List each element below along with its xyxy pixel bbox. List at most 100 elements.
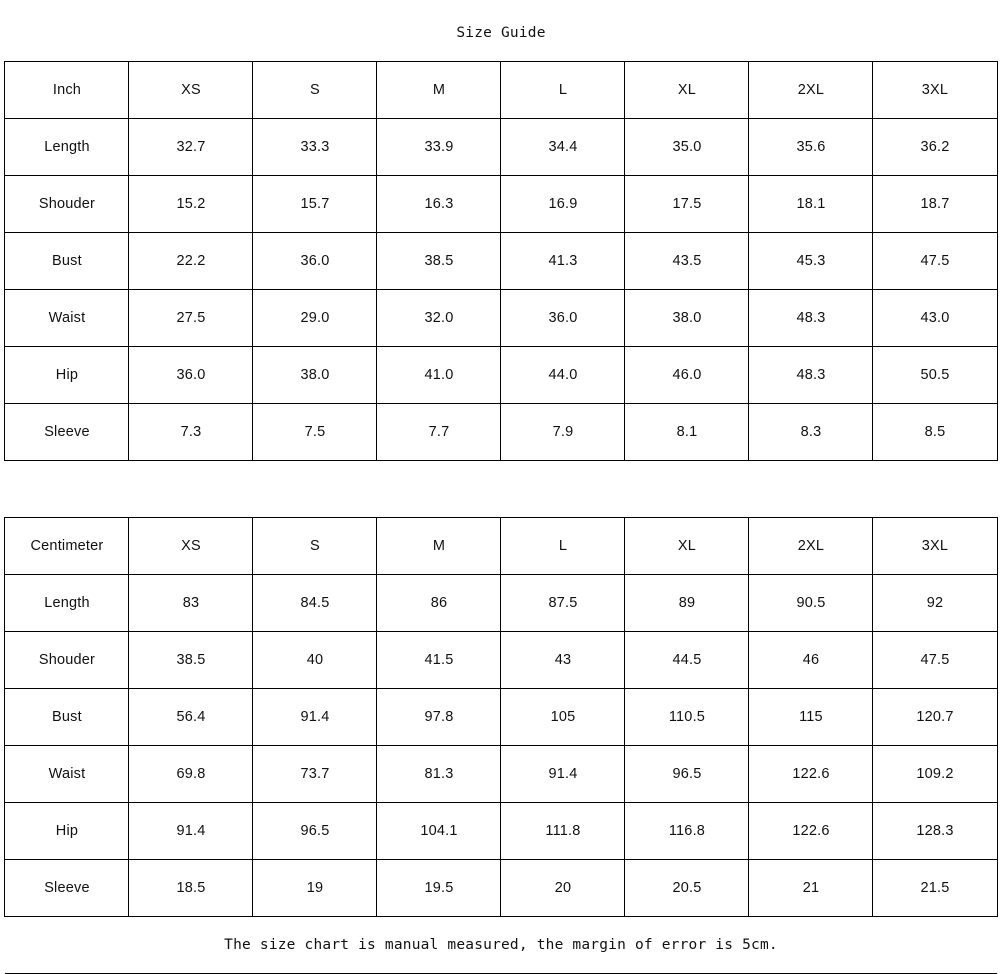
row-label-waist: Waist	[4, 745, 130, 803]
row-label-length: Length	[4, 118, 130, 176]
table-row: Bust 56.4 91.4 97.8 105 110.5 115 120.7	[4, 688, 998, 746]
size-guide-body: Size Guide Inch XS S M L XL 2XL 3XL Length 32.7 33…	[4, 5, 998, 974]
cell-hip-xs: 91.4	[128, 802, 254, 860]
row-label-bust: Bust	[4, 688, 130, 746]
cell-shouder-2xl: 18.1	[748, 175, 874, 233]
cell-shouder-xs: 15.2	[128, 175, 254, 233]
cell-bust-m: 97.8	[376, 688, 502, 746]
cell-shouder-3xl: 47.5	[872, 631, 998, 689]
cell-waist-s: 29.0	[252, 289, 378, 347]
cell-shouder-s: 40	[252, 631, 378, 689]
cell-sleeve-xs: 7.3	[128, 403, 254, 461]
table-row: Length 32.7 33.3 33.9 34.4 35.0 35.6 36.2	[4, 118, 998, 176]
cell-waist-xl: 38.0	[624, 289, 750, 347]
row-label-waist: Waist	[4, 289, 130, 347]
size-header-xl: XL	[624, 517, 750, 575]
cell-hip-l: 111.8	[500, 802, 626, 860]
cell-length-2xl: 90.5	[748, 574, 874, 632]
size-header-2xl: 2XL	[748, 517, 874, 575]
table-row: Sleeve 7.3 7.5 7.7 7.9 8.1 8.3 8.5	[4, 403, 998, 461]
size-guide-table: Size Guide Inch XS S M L XL 2XL 3XL Length 32.7 33…	[4, 5, 998, 974]
cell-shouder-s: 15.7	[252, 175, 378, 233]
table-row: Hip 36.0 38.0 41.0 44.0 46.0 48.3 50.5	[4, 346, 998, 404]
cell-length-m: 86	[376, 574, 502, 632]
table-row: Shouder 15.2 15.7 16.3 16.9 17.5 18.1 18.7	[4, 175, 998, 233]
title-row: Size Guide	[4, 5, 998, 62]
footer-note: The size chart is manual measured, the m…	[4, 916, 998, 974]
cell-length-3xl: 36.2	[872, 118, 998, 176]
cell-sleeve-2xl: 21	[748, 859, 874, 917]
cell-sleeve-m: 7.7	[376, 403, 502, 461]
cell-shouder-m: 16.3	[376, 175, 502, 233]
table-spacer-cell	[4, 460, 998, 518]
row-label-sleeve: Sleeve	[4, 859, 130, 917]
cell-bust-s: 91.4	[252, 688, 378, 746]
cell-bust-3xl: 47.5	[872, 232, 998, 290]
cell-waist-l: 36.0	[500, 289, 626, 347]
cell-hip-xl: 46.0	[624, 346, 750, 404]
cell-hip-xs: 36.0	[128, 346, 254, 404]
row-label-hip: Hip	[4, 802, 130, 860]
cell-bust-xl: 43.5	[624, 232, 750, 290]
size-header-l: L	[500, 61, 626, 119]
cell-sleeve-l: 20	[500, 859, 626, 917]
cell-waist-3xl: 43.0	[872, 289, 998, 347]
cell-length-xs: 32.7	[128, 118, 254, 176]
size-header-m: M	[376, 517, 502, 575]
row-label-hip: Hip	[4, 346, 130, 404]
row-label-sleeve: Sleeve	[4, 403, 130, 461]
cell-bust-3xl: 120.7	[872, 688, 998, 746]
cell-length-xs: 83	[128, 574, 254, 632]
table-row: Sleeve 18.5 19 19.5 20 20.5 21 21.5	[4, 859, 998, 917]
cell-length-l: 87.5	[500, 574, 626, 632]
cell-hip-3xl: 128.3	[872, 802, 998, 860]
cell-length-3xl: 92	[872, 574, 998, 632]
table-row: Length 83 84.5 86 87.5 89 90.5 92	[4, 574, 998, 632]
cell-shouder-l: 43	[500, 631, 626, 689]
size-header-l: L	[500, 517, 626, 575]
header-row-inch: Inch XS S M L XL 2XL 3XL	[4, 61, 998, 119]
cell-bust-2xl: 115	[748, 688, 874, 746]
cell-length-s: 33.3	[252, 118, 378, 176]
cell-bust-l: 105	[500, 688, 626, 746]
cell-length-l: 34.4	[500, 118, 626, 176]
unit-label-inch: Inch	[4, 61, 130, 119]
cell-sleeve-s: 7.5	[252, 403, 378, 461]
cell-waist-3xl: 109.2	[872, 745, 998, 803]
size-header-m: M	[376, 61, 502, 119]
size-header-3xl: 3XL	[872, 61, 998, 119]
size-header-s: S	[252, 61, 378, 119]
cell-hip-m: 41.0	[376, 346, 502, 404]
cell-length-2xl: 35.6	[748, 118, 874, 176]
cell-sleeve-3xl: 8.5	[872, 403, 998, 461]
table-spacer-row	[4, 460, 998, 518]
cell-bust-s: 36.0	[252, 232, 378, 290]
cell-waist-2xl: 48.3	[748, 289, 874, 347]
size-header-2xl: 2XL	[748, 61, 874, 119]
table-row: Waist 27.5 29.0 32.0 36.0 38.0 48.3 43.0	[4, 289, 998, 347]
row-label-shouder: Shouder	[4, 631, 130, 689]
cell-hip-3xl: 50.5	[872, 346, 998, 404]
cell-sleeve-xl: 8.1	[624, 403, 750, 461]
table-row: Hip 91.4 96.5 104.1 111.8 116.8 122.6 128.3	[4, 802, 998, 860]
cell-hip-xl: 116.8	[624, 802, 750, 860]
row-label-bust: Bust	[4, 232, 130, 290]
cell-shouder-3xl: 18.7	[872, 175, 998, 233]
page-title: Size Guide	[4, 5, 998, 62]
size-header-xs: XS	[128, 517, 254, 575]
cell-waist-m: 32.0	[376, 289, 502, 347]
cell-sleeve-l: 7.9	[500, 403, 626, 461]
cell-bust-l: 41.3	[500, 232, 626, 290]
cell-shouder-xl: 17.5	[624, 175, 750, 233]
cell-sleeve-3xl: 21.5	[872, 859, 998, 917]
table-row: Waist 69.8 73.7 81.3 91.4 96.5 122.6 109.2	[4, 745, 998, 803]
cell-bust-2xl: 45.3	[748, 232, 874, 290]
cell-waist-s: 73.7	[252, 745, 378, 803]
cell-hip-s: 38.0	[252, 346, 378, 404]
cell-waist-xs: 27.5	[128, 289, 254, 347]
cell-shouder-l: 16.9	[500, 175, 626, 233]
cell-sleeve-2xl: 8.3	[748, 403, 874, 461]
table-row: Bust 22.2 36.0 38.5 41.3 43.5 45.3 47.5	[4, 232, 998, 290]
cell-sleeve-xl: 20.5	[624, 859, 750, 917]
cell-sleeve-xs: 18.5	[128, 859, 254, 917]
